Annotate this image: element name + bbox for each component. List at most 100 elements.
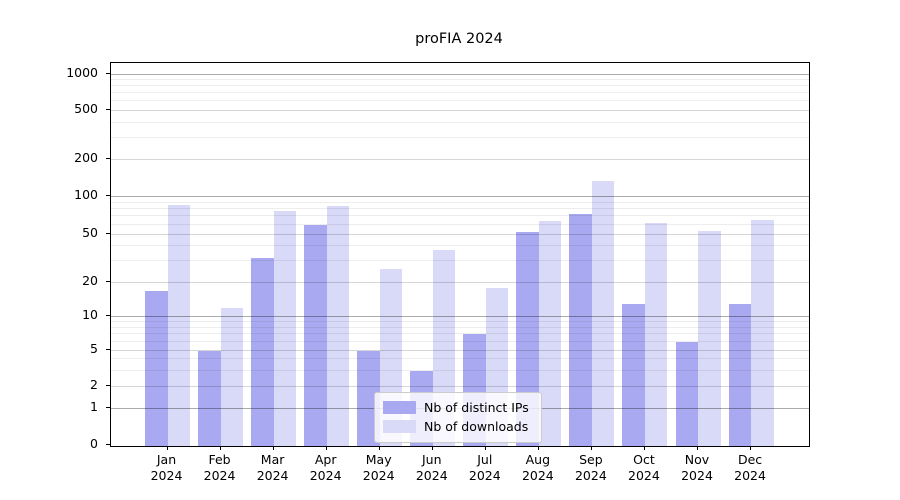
- gridline-minor: [111, 245, 809, 247]
- bar-downloads-aug: [538, 221, 562, 446]
- gridline-50: [111, 233, 809, 235]
- legend-swatch-downloads: [383, 420, 416, 433]
- y-tick-mark: [106, 157, 110, 159]
- gridline-200: [111, 158, 809, 160]
- x-tick-label-jan: Jan 2024: [150, 452, 183, 483]
- x-tick-mark: [697, 446, 698, 450]
- legend-label-downloads: Nb of downloads: [424, 419, 529, 434]
- bar-downloads-feb: [220, 308, 244, 446]
- bar-distinct-ips-dec: [728, 304, 752, 446]
- bar-distinct-ips-jan: [145, 290, 168, 446]
- x-tick-label-dec: Dec 2024: [734, 452, 766, 483]
- gridline-10: [111, 316, 809, 318]
- y-tick-mark: [106, 315, 110, 317]
- x-tick-mark: [272, 446, 274, 450]
- y-tick-mark: [106, 194, 110, 196]
- x-tick-label-aug: Aug 2024: [521, 452, 554, 483]
- gridline-minor: [111, 369, 809, 371]
- y-tick-label-2: 2: [90, 376, 98, 392]
- legend-label-distinct-ips: Nb of distinct IPs: [424, 400, 529, 415]
- gridline-5: [111, 349, 809, 351]
- y-tick-label-0: 0: [90, 436, 98, 451]
- y-tick-label-100: 100: [74, 186, 98, 202]
- x-tick-label-apr: Apr 2024: [309, 452, 342, 483]
- y-tick-label-500: 500: [74, 100, 98, 116]
- y-tick-label-10: 10: [82, 307, 98, 323]
- gridline-500: [111, 109, 809, 111]
- plot-area: Nb of distinct IPs Nb of downloads: [110, 62, 810, 447]
- gridline-minor: [111, 92, 809, 94]
- bar-downloads-dec: [751, 220, 774, 446]
- bar-downloads-nov: [698, 231, 721, 446]
- gridline-minor: [111, 121, 809, 123]
- y-tick-mark: [106, 348, 110, 350]
- x-tick-label-nov: Nov 2024: [681, 452, 713, 483]
- gridline-minor: [111, 321, 809, 323]
- y-tick-label-1000: 1000: [66, 64, 98, 80]
- bar-downloads-oct: [644, 222, 668, 446]
- gridline-2: [111, 385, 809, 387]
- gridline-minor: [111, 326, 809, 328]
- gridline-minor: [111, 201, 809, 203]
- y-tick-mark: [106, 444, 110, 445]
- y-tick-mark: [106, 72, 110, 74]
- gridline-minor: [111, 137, 809, 139]
- bar-distinct-ips-oct: [622, 304, 645, 446]
- gridline-minor: [111, 260, 809, 262]
- x-tick-label-jul: Jul 2024: [468, 452, 501, 483]
- gridline-minor: [111, 100, 809, 102]
- chart-title: proFIA 2024: [415, 31, 503, 47]
- bar-downloads-apr: [326, 206, 350, 446]
- y-tick-label-50: 50: [82, 224, 98, 240]
- y-tick-mark: [106, 406, 110, 408]
- x-tick-mark: [219, 446, 221, 450]
- legend-item-distinct-ips: Nb of distinct IPs: [383, 398, 533, 417]
- bar-downloads-sep: [591, 180, 615, 446]
- gridline-minor: [111, 223, 809, 225]
- y-tick-label-5: 5: [90, 340, 98, 356]
- gridline-minor: [111, 215, 809, 217]
- legend-item-downloads: Nb of downloads: [383, 417, 533, 436]
- bar-downloads-jan: [167, 205, 190, 446]
- bar-distinct-ips-apr: [304, 224, 327, 446]
- bar-distinct-ips-sep: [569, 213, 592, 446]
- y-tick-label-1: 1: [90, 398, 98, 414]
- y-tick-mark: [106, 108, 110, 110]
- gridline-minor: [111, 208, 809, 209]
- gridline-minor: [111, 333, 809, 335]
- x-tick-mark: [537, 446, 539, 450]
- legend-swatch-distinct-ips: [383, 401, 416, 414]
- x-tick-label-jun: Jun 2024: [415, 452, 448, 483]
- x-tick-label-may: May 2024: [362, 452, 395, 483]
- y-tick-mark: [106, 232, 110, 234]
- x-tick-label-oct: Oct 2024: [628, 452, 660, 483]
- x-tick-label-mar: Mar 2024: [256, 452, 289, 483]
- x-tick-mark: [325, 446, 327, 450]
- x-tick-mark: [378, 446, 380, 450]
- gridline-100: [111, 195, 809, 197]
- bar-distinct-ips-nov: [675, 341, 698, 446]
- x-tick-label-sep: Sep 2024: [574, 452, 607, 483]
- x-tick-mark: [590, 446, 592, 450]
- gridline-minor: [111, 340, 809, 342]
- gridline-minor: [111, 85, 809, 87]
- bar-distinct-ips-mar: [251, 257, 274, 446]
- y-tick-label-200: 200: [74, 149, 98, 165]
- bar-distinct-ips-feb: [198, 350, 221, 446]
- gridline-20: [111, 281, 809, 283]
- x-tick-mark: [166, 446, 168, 450]
- bar-downloads-mar: [273, 211, 297, 446]
- x-tick-mark: [643, 446, 645, 450]
- gridline-minor: [111, 358, 809, 360]
- gridline-minor: [111, 79, 809, 81]
- legend: Nb of distinct IPs Nb of downloads: [374, 392, 542, 443]
- gridline-1000: [111, 73, 809, 75]
- x-tick-mark: [484, 446, 486, 450]
- y-tick-mark: [106, 384, 110, 386]
- x-tick-label-feb: Feb 2024: [203, 452, 236, 483]
- y-tick-label-20: 20: [82, 272, 98, 288]
- x-tick-mark: [431, 446, 433, 450]
- y-tick-mark: [106, 280, 110, 282]
- x-tick-mark: [750, 446, 752, 450]
